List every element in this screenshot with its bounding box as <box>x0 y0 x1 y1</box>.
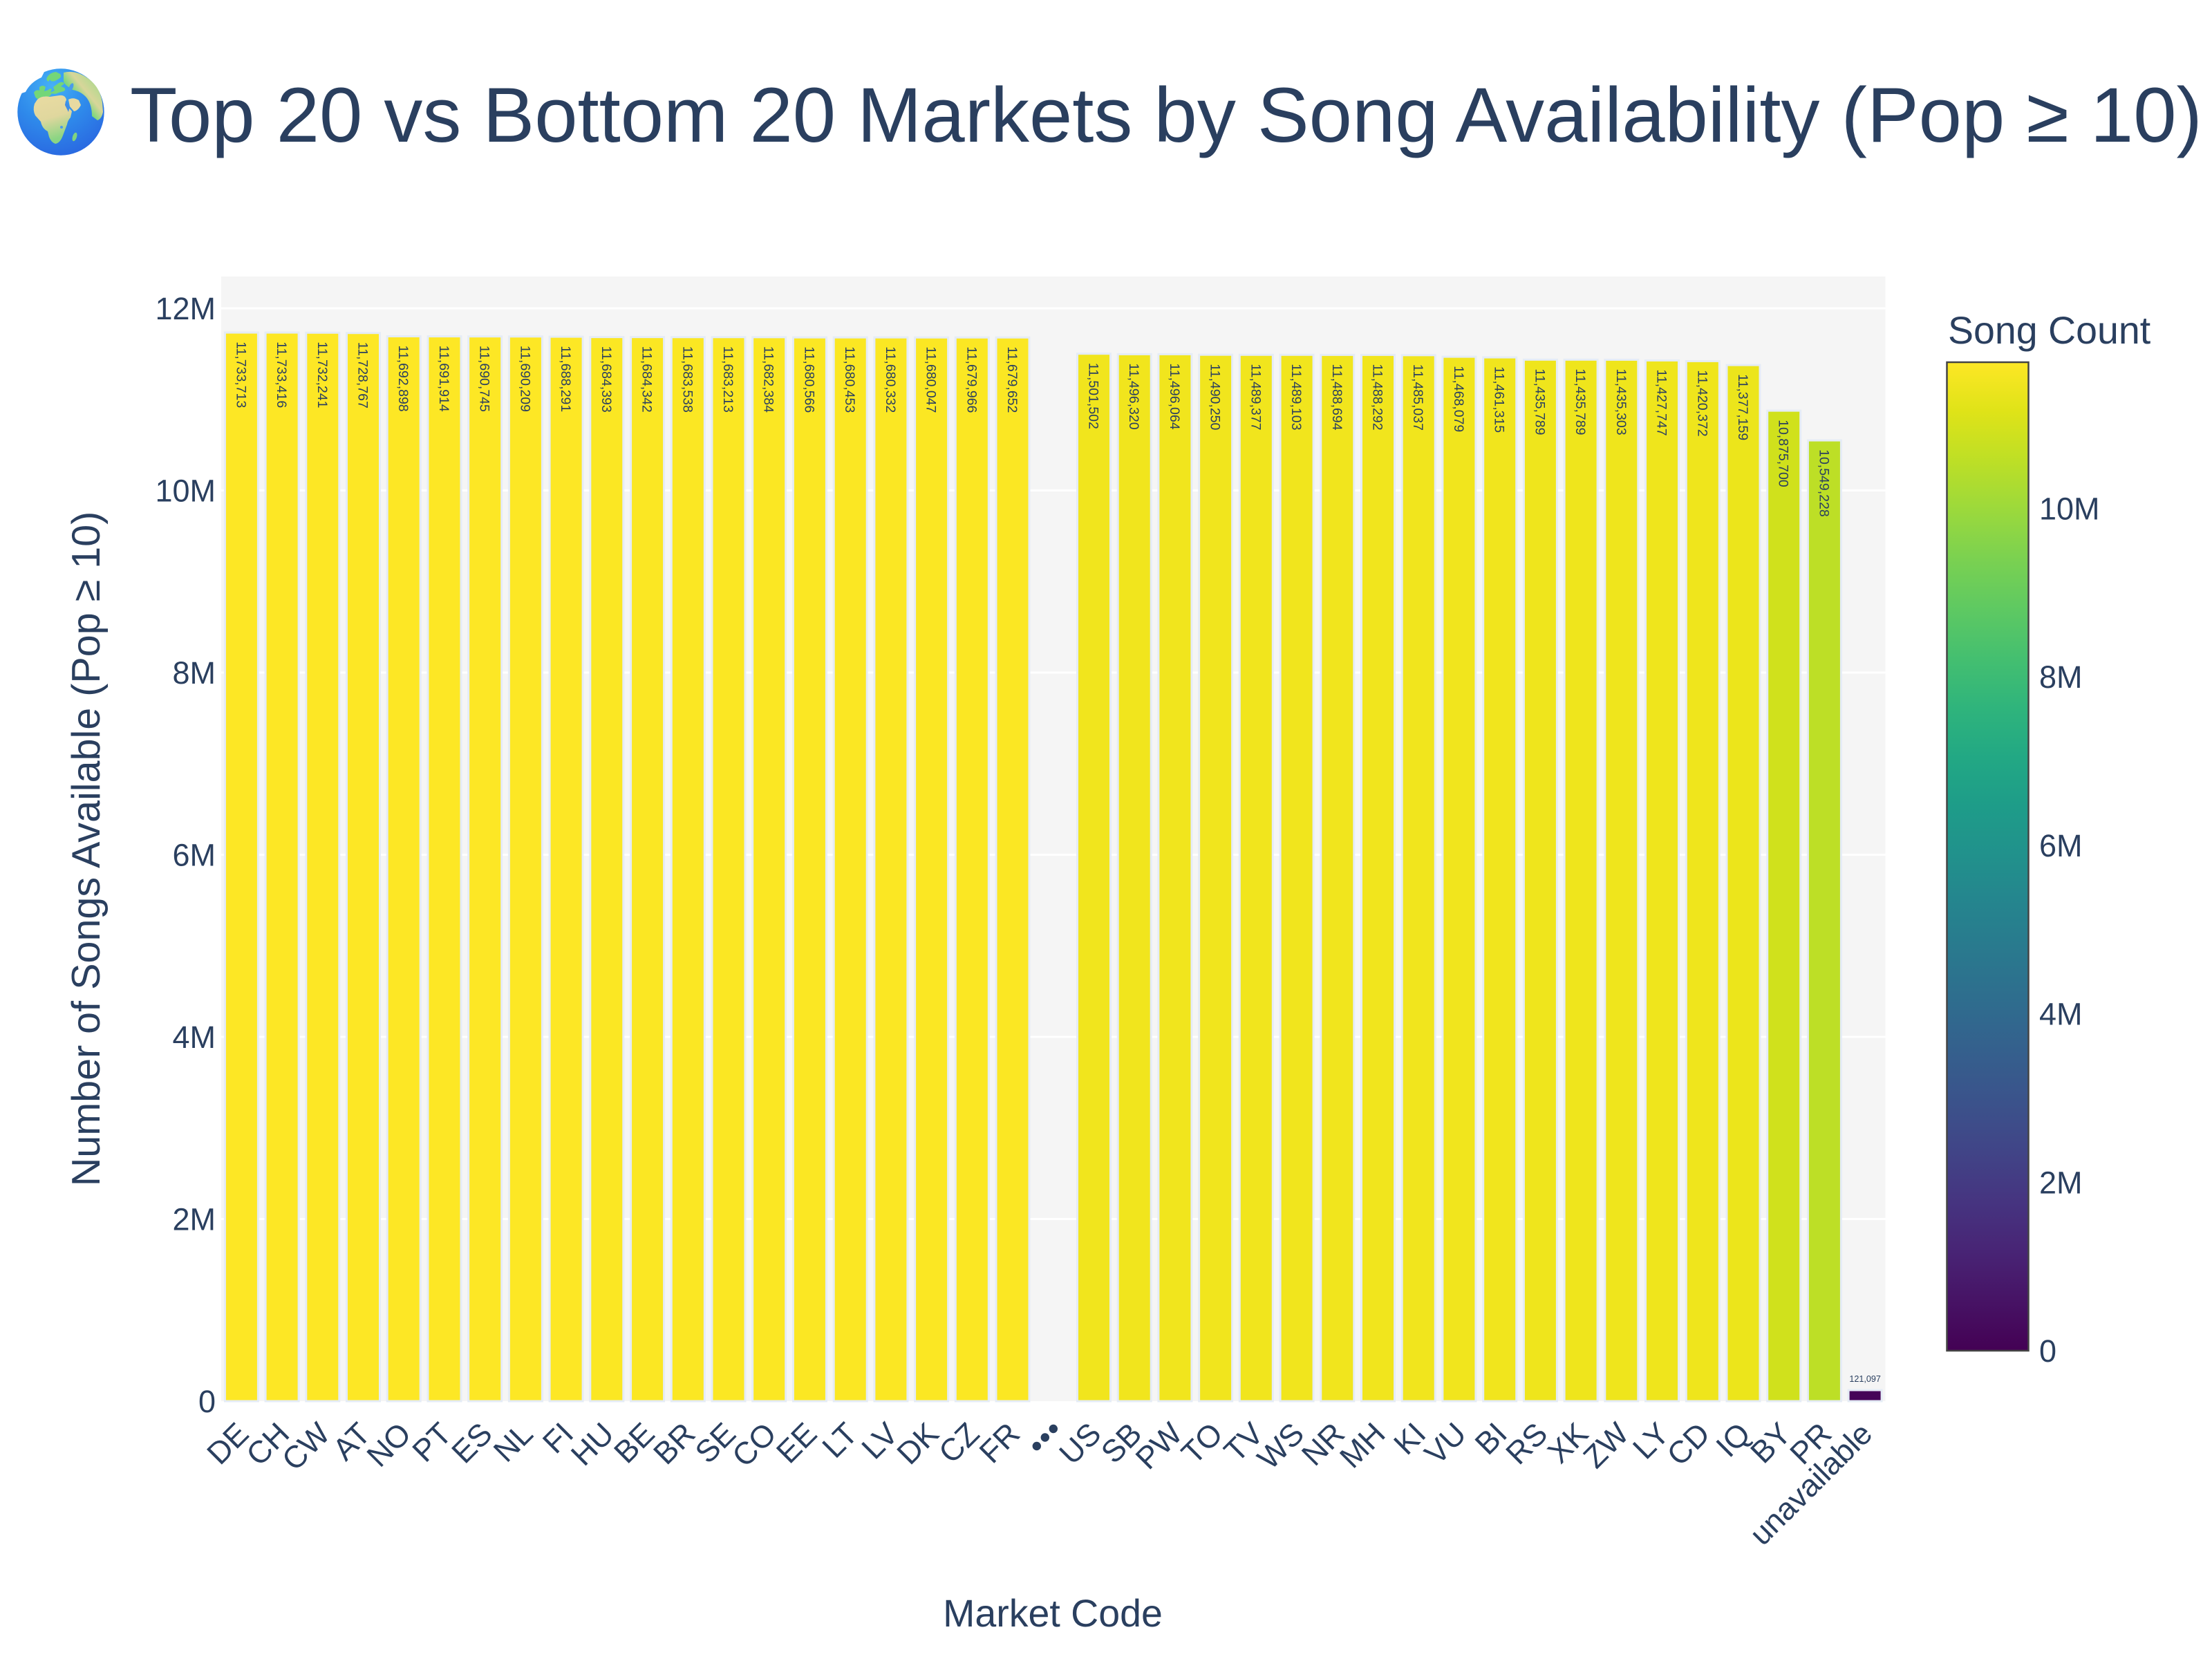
svg-text:2M: 2M <box>172 1202 216 1237</box>
svg-text:4M: 4M <box>2039 997 2083 1032</box>
svg-text:11,733,713: 11,733,713 <box>233 341 248 408</box>
svg-text:0: 0 <box>198 1384 216 1419</box>
svg-text:Top 20 vs Bottom 20 Markets by: Top 20 vs Bottom 20 Markets by Song Avai… <box>130 72 2202 158</box>
svg-text:11,435,303: 11,435,303 <box>1613 368 1629 435</box>
svg-text:11,435,789: 11,435,789 <box>1532 368 1547 435</box>
svg-text:11,680,047: 11,680,047 <box>924 346 939 413</box>
svg-text:11,690,745: 11,690,745 <box>477 346 492 412</box>
svg-text:11,692,898: 11,692,898 <box>395 346 411 412</box>
svg-text:11,679,652: 11,679,652 <box>1004 346 1020 413</box>
svg-text:10M: 10M <box>155 474 216 509</box>
svg-text:11,461,315: 11,461,315 <box>1492 366 1507 433</box>
svg-text:11,488,292: 11,488,292 <box>1370 364 1385 430</box>
svg-text:11,688,291: 11,688,291 <box>558 346 573 412</box>
svg-text:12M: 12M <box>155 291 216 326</box>
svg-text:11,485,037: 11,485,037 <box>1410 364 1425 431</box>
svg-text:11,683,538: 11,683,538 <box>679 346 695 413</box>
svg-text:4M: 4M <box>172 1020 216 1055</box>
svg-text:11,420,372: 11,420,372 <box>1694 370 1709 436</box>
svg-text:11,679,966: 11,679,966 <box>964 346 979 413</box>
svg-text:8M: 8M <box>172 655 216 691</box>
svg-text:10,875,700: 10,875,700 <box>1776 420 1791 487</box>
svg-text:2M: 2M <box>2039 1165 2083 1200</box>
svg-text:10,549,228: 10,549,228 <box>1816 449 1831 517</box>
svg-text:11,488,694: 11,488,694 <box>1329 364 1344 430</box>
svg-text:6M: 6M <box>2039 828 2083 863</box>
svg-text:11,684,393: 11,684,393 <box>599 346 614 413</box>
svg-text:11,490,250: 11,490,250 <box>1208 364 1223 430</box>
svg-text:11,427,747: 11,427,747 <box>1654 369 1669 435</box>
svg-text:11,468,079: 11,468,079 <box>1451 366 1466 432</box>
svg-text:11,728,767: 11,728,767 <box>355 342 371 409</box>
svg-text:0: 0 <box>2039 1333 2056 1369</box>
svg-text:Number of Songs Available (Pop: Number of Songs Available (Pop ≥ 10) <box>64 512 109 1187</box>
svg-text:10M: 10M <box>2039 491 2100 526</box>
svg-text:11,496,064: 11,496,064 <box>1167 363 1182 429</box>
svg-text:11,732,241: 11,732,241 <box>315 341 330 408</box>
svg-text:11,680,453: 11,680,453 <box>842 346 857 413</box>
svg-text:11,691,914: 11,691,914 <box>436 346 451 412</box>
svg-text:11,489,377: 11,489,377 <box>1248 364 1263 430</box>
svg-text:6M: 6M <box>172 838 216 873</box>
svg-text:11,501,502: 11,501,502 <box>1086 363 1101 429</box>
svg-text:11,683,213: 11,683,213 <box>720 346 735 413</box>
svg-text:121,097: 121,097 <box>1849 1374 1881 1384</box>
svg-text:11,435,789: 11,435,789 <box>1573 368 1588 435</box>
svg-text:8M: 8M <box>2039 659 2083 695</box>
svg-text:11,733,416: 11,733,416 <box>274 341 289 408</box>
svg-text:Market Code: Market Code <box>943 1592 1163 1635</box>
svg-text:11,690,209: 11,690,209 <box>517 346 532 412</box>
svg-text:Song Count: Song Count <box>1948 309 2151 352</box>
svg-text:11,684,342: 11,684,342 <box>639 346 655 413</box>
svg-text:11,682,384: 11,682,384 <box>761 346 776 413</box>
svg-text:11,680,332: 11,680,332 <box>883 346 898 413</box>
svg-text:11,680,566: 11,680,566 <box>801 346 816 413</box>
svg-text:11,489,103: 11,489,103 <box>1288 364 1304 430</box>
svg-text:11,496,320: 11,496,320 <box>1126 363 1141 429</box>
svg-text:11,377,159: 11,377,159 <box>1735 374 1750 440</box>
